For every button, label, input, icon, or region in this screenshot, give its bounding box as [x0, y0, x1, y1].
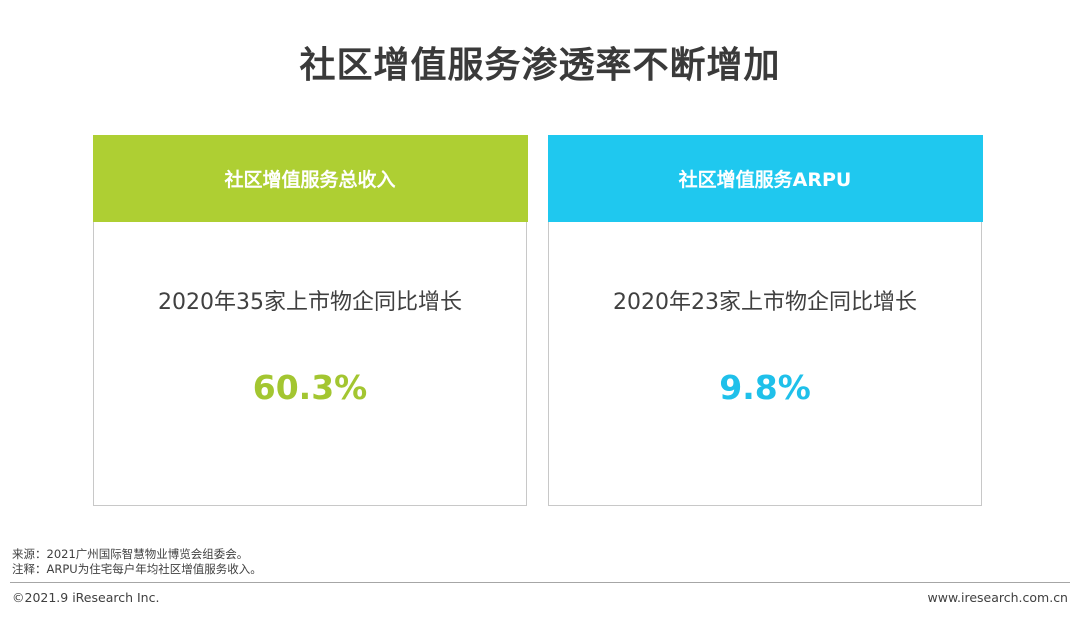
footnotes: 来源：2021广州国际智慧物业博览会组委会。 注释：ARPU为住宅每户年均社区增…	[12, 547, 262, 577]
card-value: 60.3%	[252, 368, 368, 407]
page-title: 社区增值服务渗透率不断增加	[299, 45, 781, 86]
copyright-text: ©2021.9 iResearch Inc.	[12, 590, 160, 605]
card-header: 社区增值服务ARPU	[547, 134, 983, 222]
arpu-growth-card: 社区增值服务ARPU 2020年23家上市物企同比增长 9.8%	[547, 134, 983, 506]
card-value: 9.8%	[719, 368, 811, 407]
card-header: 社区增值服务总收入	[92, 134, 528, 222]
footer-divider	[10, 582, 1070, 583]
card-subtitle: 2020年35家上市物企同比增长	[158, 290, 462, 315]
website-link[interactable]: www.iresearch.com.cn	[927, 590, 1069, 605]
revenue-growth-card: 社区增值服务总收入 2020年35家上市物企同比增长 60.3%	[92, 134, 528, 506]
source-note: 来源：2021广州国际智慧物业博览会组委会。	[12, 547, 249, 561]
remark-note: 注释：ARPU为住宅每户年均社区增值服务收入。	[12, 562, 262, 576]
card-subtitle: 2020年23家上市物企同比增长	[613, 290, 917, 315]
